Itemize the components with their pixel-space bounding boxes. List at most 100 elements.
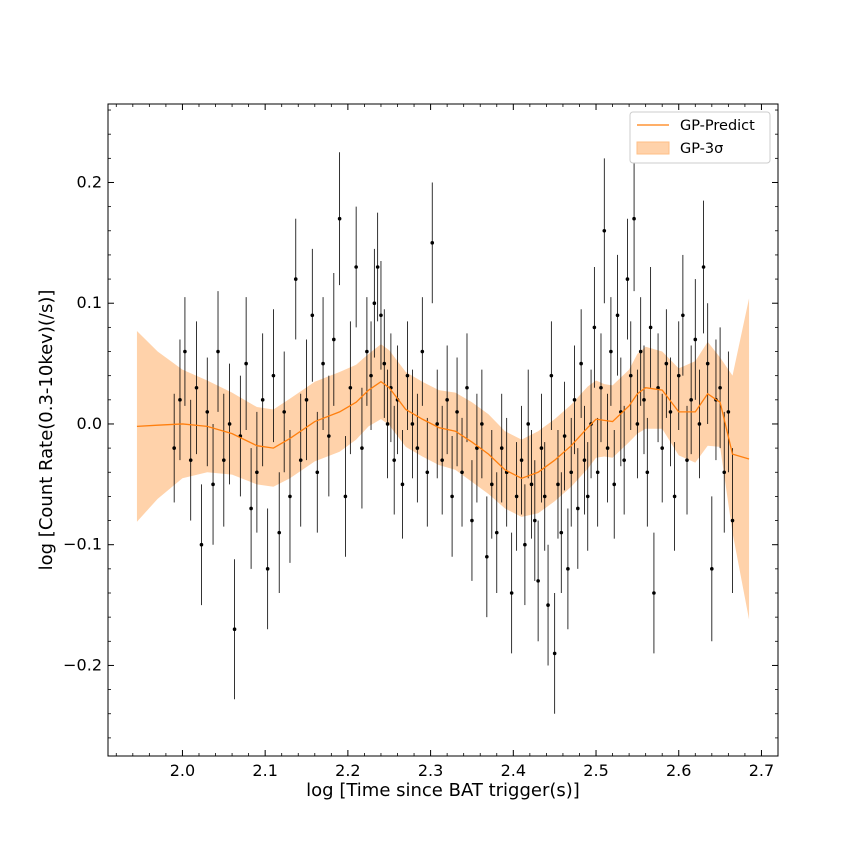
data-point xyxy=(244,361,248,366)
data-point xyxy=(552,651,557,656)
data-point xyxy=(232,627,237,632)
data-point xyxy=(612,482,617,487)
data-point xyxy=(579,361,583,366)
axes: 2.0 2.1 2.2 2.3 2.4 2.5 2.6 2.7 −0.2 −0.1 0.0 0.1 0.… xyxy=(63,103,779,780)
data-point xyxy=(354,265,358,269)
data-point xyxy=(435,422,440,426)
data-point xyxy=(392,458,396,462)
data-point xyxy=(222,458,226,462)
x-tick-label: 2.5 xyxy=(583,761,608,780)
x-tick-label: 2.4 xyxy=(501,761,526,780)
data-point xyxy=(526,422,530,426)
data-point xyxy=(343,494,348,499)
data-point xyxy=(379,313,383,318)
legend-label-gp-predict: GP-Predict xyxy=(680,118,755,134)
data-point xyxy=(546,603,550,607)
y-tick-label: −0.1 xyxy=(63,535,102,554)
data-point xyxy=(499,446,504,450)
data-point xyxy=(676,373,681,378)
data-point xyxy=(693,337,698,342)
data-point xyxy=(315,470,320,475)
data-point xyxy=(385,422,390,426)
data-point xyxy=(638,349,643,354)
data-point xyxy=(681,313,685,318)
data-point xyxy=(205,410,210,414)
data-point xyxy=(562,434,567,438)
data-point xyxy=(382,361,387,366)
data-point xyxy=(569,470,574,475)
data-point xyxy=(430,241,435,245)
data-point xyxy=(425,470,430,475)
data-point xyxy=(705,361,710,366)
data-point xyxy=(718,385,722,390)
data-point xyxy=(365,349,369,354)
y-tick-label: 0.2 xyxy=(77,172,102,191)
data-point xyxy=(549,373,554,378)
data-point xyxy=(652,591,656,595)
data-point xyxy=(689,398,693,402)
data-point xyxy=(460,470,464,475)
data-point xyxy=(199,542,204,547)
data-point xyxy=(194,385,199,390)
data-point xyxy=(701,265,706,269)
data-point xyxy=(455,410,459,414)
data-point xyxy=(514,494,519,499)
data-point xyxy=(178,398,182,402)
data-point xyxy=(440,458,444,462)
data-point xyxy=(632,216,636,221)
data-point xyxy=(372,301,377,306)
data-point xyxy=(539,446,544,450)
data-point xyxy=(348,385,353,390)
data-point xyxy=(542,494,547,499)
data-point xyxy=(556,482,560,487)
data-point xyxy=(685,458,689,462)
data-point xyxy=(519,458,524,462)
data-point xyxy=(415,446,420,450)
data-point xyxy=(595,470,600,475)
data-point xyxy=(585,494,590,499)
x-tick-label: 2.2 xyxy=(335,761,360,780)
data-point xyxy=(576,506,580,511)
data-point xyxy=(332,337,336,342)
data-point xyxy=(730,518,735,523)
data-point xyxy=(625,277,630,281)
data-point xyxy=(509,591,514,595)
data-point xyxy=(265,567,270,571)
data-point xyxy=(536,579,540,583)
x-tick-label: 2.7 xyxy=(749,761,774,780)
data-point xyxy=(635,422,640,426)
data-point xyxy=(271,373,276,378)
data-point xyxy=(605,446,610,450)
x-axis-title: log [Time since BAT trigger(s)] xyxy=(306,780,580,801)
plot-frame xyxy=(107,103,779,757)
data-point xyxy=(172,446,176,450)
data-point xyxy=(450,494,454,499)
data-point xyxy=(360,446,364,450)
data-point xyxy=(183,349,187,354)
x-tick-label: 2.1 xyxy=(252,761,277,780)
data-point xyxy=(622,458,626,462)
legend-label-gp-3sigma: GP-3σ xyxy=(680,141,723,157)
data-point xyxy=(211,482,215,487)
y-tick-label: 0.0 xyxy=(77,414,102,433)
data-point xyxy=(277,530,282,535)
data-point xyxy=(523,542,527,547)
data-point xyxy=(648,325,653,330)
data-point xyxy=(465,385,469,390)
data-point xyxy=(327,434,331,438)
data-point xyxy=(369,373,373,378)
plot-area xyxy=(136,146,750,714)
data-point xyxy=(420,349,425,354)
data-point xyxy=(664,361,669,366)
data-point xyxy=(480,422,484,426)
legend-band-swatch xyxy=(636,141,670,155)
y-tick-label: −0.2 xyxy=(63,655,102,674)
data-point xyxy=(227,422,232,426)
data-point xyxy=(298,458,303,462)
data-point xyxy=(710,567,714,571)
data-point xyxy=(255,470,259,475)
data-point xyxy=(660,446,664,450)
data-point xyxy=(375,265,380,269)
y-tick-label: 0.1 xyxy=(77,293,102,312)
